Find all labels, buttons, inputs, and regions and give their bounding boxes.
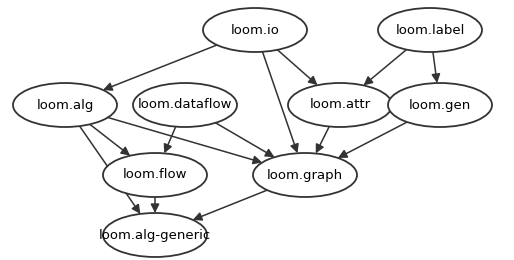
Text: loom.label: loom.label — [395, 23, 465, 36]
Text: loom.gen: loom.gen — [409, 99, 471, 112]
Text: loom.alg: loom.alg — [36, 99, 94, 112]
Ellipse shape — [253, 153, 357, 197]
Ellipse shape — [203, 8, 307, 52]
Text: loom.graph: loom.graph — [267, 168, 343, 181]
Ellipse shape — [13, 83, 117, 127]
Text: loom.dataflow: loom.dataflow — [138, 99, 232, 112]
Ellipse shape — [103, 153, 207, 197]
Text: loom.flow: loom.flow — [123, 168, 187, 181]
Text: loom.io: loom.io — [231, 23, 280, 36]
Ellipse shape — [378, 8, 482, 52]
Text: loom.alg-generic: loom.alg-generic — [99, 229, 211, 242]
Ellipse shape — [133, 83, 237, 127]
Ellipse shape — [388, 83, 492, 127]
Text: loom.attr: loom.attr — [309, 99, 371, 112]
Ellipse shape — [288, 83, 392, 127]
Ellipse shape — [103, 213, 207, 257]
